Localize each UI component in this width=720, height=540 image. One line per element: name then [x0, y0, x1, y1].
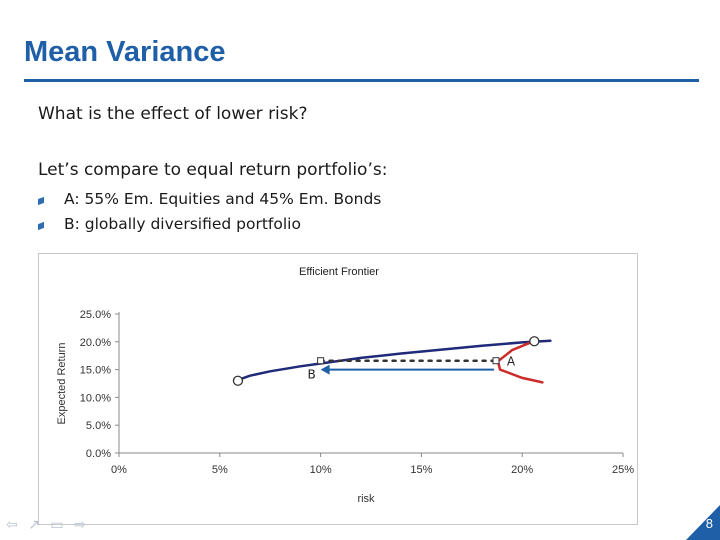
title-underline — [24, 79, 699, 82]
y-tick-label: 10.0% — [80, 392, 111, 404]
forward-arrow-icon[interactable]: ↗ — [28, 517, 43, 533]
x-tick-label: 20% — [511, 464, 533, 476]
slide-number: 8 — [705, 516, 713, 531]
frontier-endpoint-marker — [529, 336, 540, 347]
bullet-text-b: B: globally diversified portfolio — [64, 215, 301, 233]
bullet-icon — [38, 196, 44, 206]
slide-title: Mean Variance — [24, 36, 226, 68]
return-arrow-icon[interactable]: ⇨ — [74, 517, 89, 533]
point-label-b: B — [307, 368, 315, 382]
bullet-item-b: B: globally diversified portfolio — [38, 215, 381, 240]
back-arrow-icon[interactable]: ⇦ — [6, 517, 21, 533]
x-tick-label: 10% — [310, 464, 332, 476]
x-tick-label: 5% — [212, 464, 228, 476]
frontier-endpoint-marker — [232, 375, 244, 386]
y-tick-label: 25.0% — [80, 309, 111, 321]
point-marker-a — [492, 357, 500, 365]
y-tick-label: 15.0% — [80, 365, 111, 377]
x-tick-label: 0% — [111, 464, 127, 476]
x-tick-label: 15% — [410, 464, 432, 476]
bullet-text-a: A: 55% Em. Equities and 45% Em. Bonds — [64, 190, 382, 208]
series-line-0 — [234, 339, 552, 382]
y-tick-label: 5.0% — [86, 420, 111, 432]
point-label-a: A — [507, 355, 516, 369]
point-marker-b — [317, 357, 325, 365]
efficient-frontier-chart: Efficient Frontier 0.0% 5.0% 10.0% 15.0% 20.0… — [38, 253, 638, 525]
bullet-icon — [38, 221, 44, 231]
y-axis-label: Expected Return — [56, 343, 68, 425]
x-axis-label: risk — [357, 493, 375, 505]
question-text: What is the effect of lower risk? — [38, 104, 308, 124]
home-icon[interactable]: ▭ — [50, 517, 67, 533]
annotation-arrow-head — [320, 364, 330, 375]
y-tick-label: 0.0% — [86, 448, 111, 460]
series-line-1 — [496, 340, 544, 384]
chart-title: Efficient Frontier — [299, 266, 379, 278]
intro-text: Let’s compare to equal return portfolio’… — [38, 160, 388, 180]
bullet-item-a: A: 55% Em. Equities and 45% Em. Bonds — [38, 190, 381, 215]
bullet-list: A: 55% Em. Equities and 45% Em. Bonds B:… — [38, 190, 381, 240]
x-tick-label: 25% — [612, 464, 634, 476]
slide-number-badge: 8 — [686, 505, 720, 540]
y-tick-label: 20.0% — [80, 337, 111, 349]
chart-canvas: Efficient Frontier 0.0% 5.0% 10.0% 15.0% 20.0… — [56, 266, 634, 505]
slide-navigation: ⇦ ↗ ▭ ⇨ — [6, 517, 89, 533]
